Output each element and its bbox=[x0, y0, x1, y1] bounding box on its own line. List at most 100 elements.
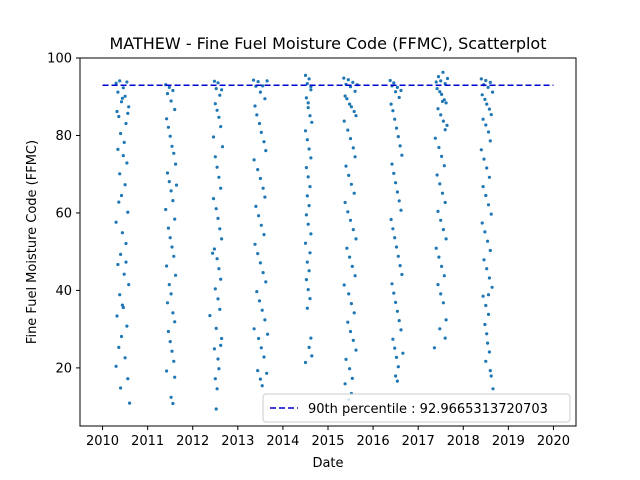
data-point bbox=[261, 84, 265, 88]
data-point bbox=[395, 379, 399, 383]
data-point bbox=[437, 145, 441, 150]
data-point bbox=[391, 337, 395, 341]
data-point bbox=[119, 252, 123, 256]
data-point bbox=[306, 175, 310, 179]
data-point bbox=[169, 99, 173, 103]
data-point bbox=[169, 292, 173, 296]
data-point bbox=[172, 359, 176, 363]
data-point bbox=[118, 172, 122, 176]
data-point bbox=[488, 80, 492, 84]
data-point bbox=[174, 183, 179, 187]
data-point bbox=[212, 347, 216, 351]
data-point bbox=[400, 272, 404, 277]
data-point bbox=[400, 153, 404, 157]
data-point bbox=[352, 311, 356, 315]
data-point bbox=[354, 348, 358, 352]
data-point bbox=[219, 277, 223, 281]
data-point bbox=[352, 109, 356, 114]
data-point bbox=[351, 80, 355, 84]
data-point bbox=[306, 106, 310, 110]
data-point bbox=[117, 345, 121, 349]
data-point bbox=[343, 200, 347, 205]
data-point bbox=[124, 260, 128, 264]
data-point bbox=[395, 190, 399, 194]
data-point bbox=[264, 149, 268, 153]
data-point bbox=[252, 78, 256, 82]
data-point bbox=[307, 147, 311, 151]
data-point bbox=[171, 88, 175, 93]
data-point bbox=[304, 96, 308, 100]
y-tick-label: 40 bbox=[55, 284, 72, 299]
data-point bbox=[309, 336, 313, 340]
data-point bbox=[116, 262, 120, 267]
data-point bbox=[262, 355, 266, 359]
data-point bbox=[258, 261, 262, 265]
data-point bbox=[174, 273, 178, 277]
data-point bbox=[440, 99, 445, 103]
x-tick-label: 2014 bbox=[266, 434, 299, 449]
data-point bbox=[170, 245, 174, 249]
data-point bbox=[214, 87, 218, 91]
data-point bbox=[213, 377, 217, 381]
data-point bbox=[171, 199, 175, 203]
x-tick-label: 2020 bbox=[537, 434, 570, 449]
data-point bbox=[308, 185, 312, 189]
data-point bbox=[484, 78, 488, 83]
data-point bbox=[263, 318, 267, 322]
data-point bbox=[218, 93, 222, 97]
data-point bbox=[398, 264, 402, 268]
data-point bbox=[123, 356, 127, 360]
data-point bbox=[170, 349, 174, 353]
data-point bbox=[389, 217, 393, 222]
data-point bbox=[118, 79, 122, 83]
data-point bbox=[252, 158, 256, 162]
data-point bbox=[165, 171, 170, 175]
x-tick-label: 2013 bbox=[221, 434, 254, 449]
data-point bbox=[165, 117, 169, 121]
data-point bbox=[307, 269, 311, 273]
data-point bbox=[215, 165, 219, 169]
data-point bbox=[119, 100, 124, 104]
data-point bbox=[390, 282, 394, 286]
data-point bbox=[342, 119, 346, 123]
data-point bbox=[262, 233, 266, 237]
plot-area-frame bbox=[79, 57, 577, 427]
data-point bbox=[212, 79, 216, 83]
data-point bbox=[220, 237, 224, 241]
data-point bbox=[120, 231, 124, 235]
data-point bbox=[304, 166, 308, 170]
data-point bbox=[215, 108, 219, 112]
data-point bbox=[170, 144, 174, 148]
data-point bbox=[119, 131, 123, 136]
data-point bbox=[397, 199, 401, 203]
data-point bbox=[217, 115, 221, 119]
data-point bbox=[120, 303, 124, 307]
data-point bbox=[169, 189, 173, 193]
data-point bbox=[348, 218, 353, 222]
data-point bbox=[491, 387, 495, 391]
data-point bbox=[487, 107, 491, 111]
data-point bbox=[444, 101, 448, 105]
data-point bbox=[257, 336, 261, 341]
data-point bbox=[395, 309, 399, 313]
data-point bbox=[168, 340, 172, 344]
data-point bbox=[393, 236, 397, 240]
data-point bbox=[344, 357, 348, 361]
data-point bbox=[394, 126, 399, 130]
x-tick-label: 2016 bbox=[357, 434, 390, 449]
data-point bbox=[308, 114, 312, 118]
data-point bbox=[440, 264, 444, 268]
data-point bbox=[486, 130, 491, 134]
data-point bbox=[216, 81, 220, 85]
y-tick-label: 80 bbox=[55, 129, 72, 144]
data-point bbox=[166, 329, 170, 334]
data-point bbox=[167, 85, 171, 89]
data-point bbox=[486, 341, 490, 345]
data-point bbox=[164, 207, 168, 212]
data-point bbox=[346, 320, 350, 324]
data-point bbox=[126, 111, 130, 115]
y-tick-label: 60 bbox=[55, 206, 72, 221]
y-axis-label: Fine Fuel Moisture Code (FFMC) bbox=[25, 140, 40, 344]
x-tick-label: 2019 bbox=[492, 434, 525, 449]
x-axis-ticks: 2010 2011 2012 2013 2014 2015 2016 2017 2018 2019… bbox=[86, 426, 570, 449]
